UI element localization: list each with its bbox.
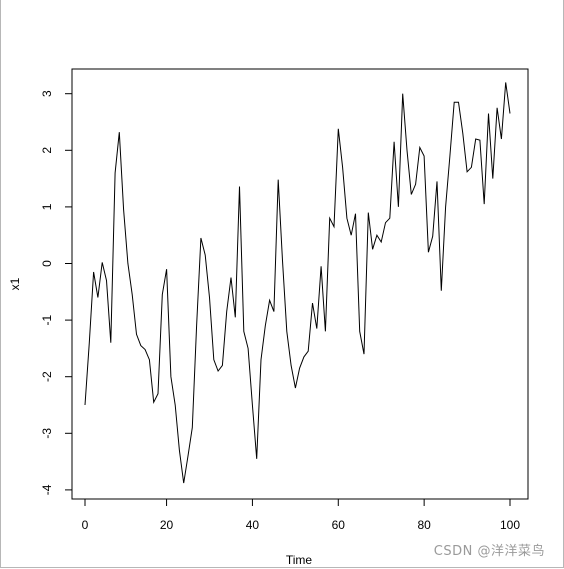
y-tick-label: 3 (40, 90, 54, 97)
x-tick-label: 100 (500, 518, 520, 532)
y-axis-ticks: -4 -3 -2 -1 0 1 2 3 (40, 90, 72, 495)
y-axis-title: x1 (8, 277, 22, 290)
y-tick-label: 2 (40, 147, 54, 154)
series-line-x1 (84, 82, 511, 484)
x-tick-label: 80 (417, 518, 431, 532)
x-tick-label: 20 (160, 518, 174, 532)
plot-box (71, 68, 529, 500)
y-tick-label: -2 (40, 371, 54, 382)
x-tick-label: 0 (82, 518, 89, 532)
y-tick-label: -1 (40, 314, 54, 325)
y-tick-label: 0 (40, 260, 54, 267)
y-tick-label: 1 (40, 203, 54, 210)
x-tick-label: 60 (332, 518, 346, 532)
x-axis-ticks: 0 20 40 60 80 100 (82, 499, 520, 532)
y-tick-label: -4 (40, 484, 54, 495)
y-tick-label: -3 (40, 428, 54, 439)
x-axis-title: Time (286, 553, 313, 567)
x-tick-label: 40 (246, 518, 260, 532)
watermark: CSDN @洋洋菜鸟 (433, 544, 545, 559)
